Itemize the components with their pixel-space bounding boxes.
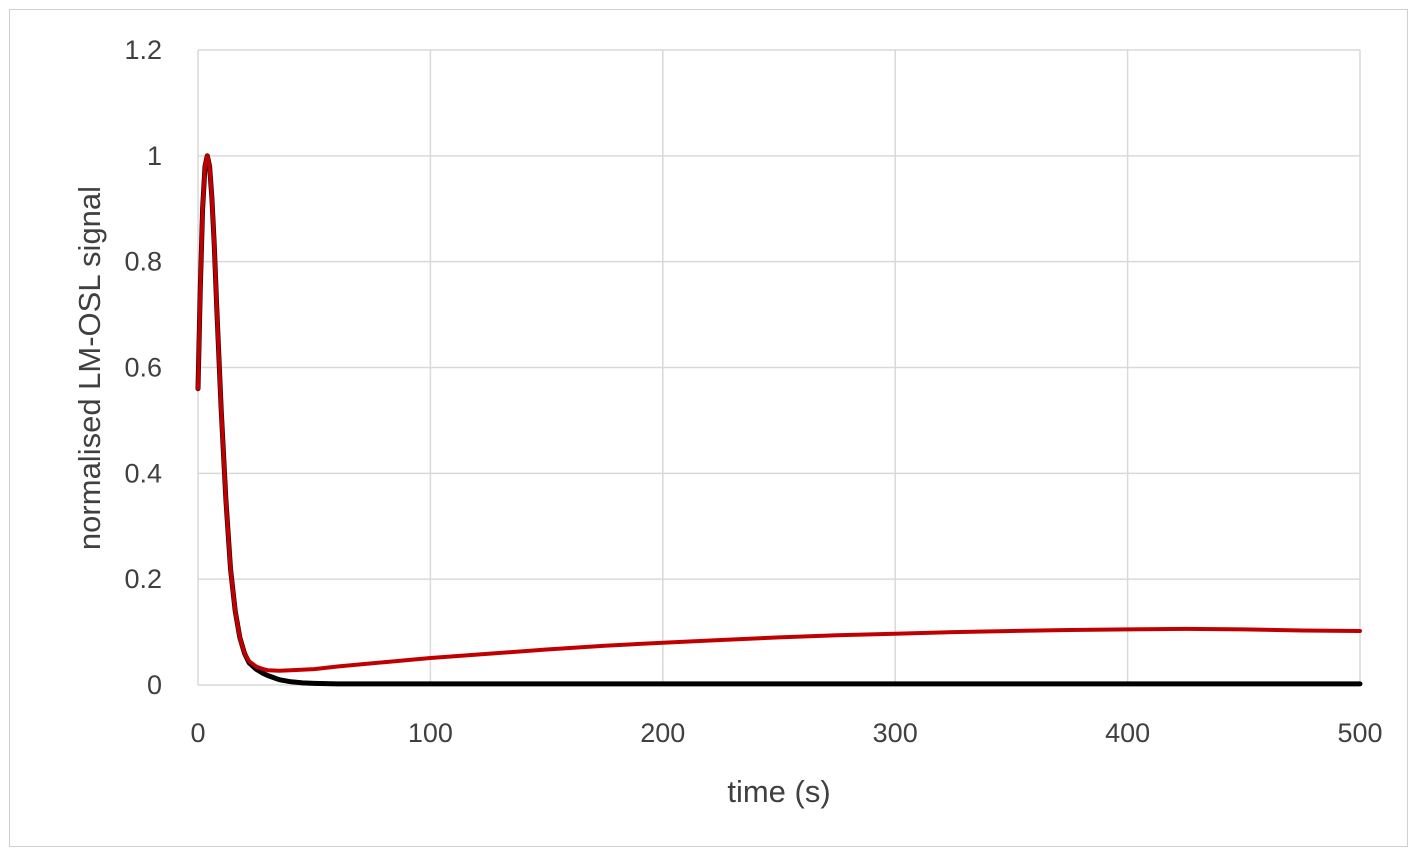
series-lines (195, 153, 1363, 687)
y-tick-label: 1.2 (124, 35, 162, 65)
gridlines (197, 49, 1361, 686)
x-tick-label: 400 (1105, 718, 1150, 748)
y-tick-label: 0.6 (124, 353, 162, 383)
series-line-1 (196, 153, 1362, 673)
x-axis-ticks: 0 100 200 300 400 500 (190, 718, 1382, 748)
x-tick-label: 500 (1337, 718, 1382, 748)
x-tick-label: 300 (873, 718, 918, 748)
y-tick-label: 1 (147, 141, 162, 171)
y-axis-ticks: 0 0.2 0.4 0.6 0.8 1 1.2 (124, 35, 162, 700)
x-tick-label: 0 (190, 718, 205, 748)
y-tick-label: 0.4 (124, 458, 162, 488)
x-tick-label: 200 (640, 718, 685, 748)
y-tick-label: 0 (147, 670, 162, 700)
y-axis-title: normalised LM-OSL signal (72, 186, 107, 550)
y-tick-label: 0.8 (124, 247, 162, 277)
chart-frame (9, 9, 1408, 847)
series-line-2 (195, 153, 1363, 687)
x-axis-title: time (s) (727, 774, 830, 809)
x-tick-label: 100 (408, 718, 453, 748)
y-tick-label: 0.2 (124, 564, 162, 594)
